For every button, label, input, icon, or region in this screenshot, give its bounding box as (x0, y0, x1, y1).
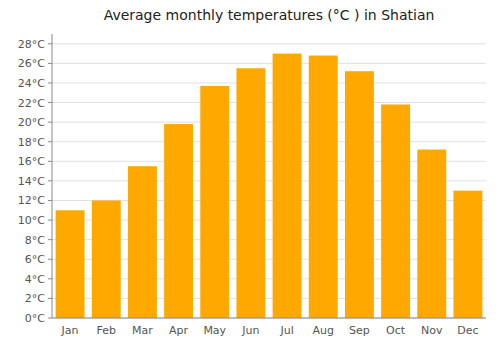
x-axis-line (52, 318, 486, 319)
bar (345, 71, 374, 318)
grid-line (52, 102, 486, 103)
grid-line (52, 43, 486, 44)
tick-label: 14°C (18, 175, 45, 188)
tick-label: Jan (61, 324, 79, 337)
tick-mark (48, 318, 52, 319)
tick-label: 22°C (18, 97, 45, 110)
y-axis-line (52, 34, 53, 318)
tick-label: Dec (457, 324, 478, 337)
grid-line (52, 141, 486, 142)
tick-label: Oct (386, 324, 406, 337)
tick-label: Sep (349, 324, 370, 337)
tick-label: 8°C (25, 234, 45, 247)
grid-line (52, 122, 486, 123)
y-axis: 0°C 2°C 4°C 6°C 8°C 10°C 12°C 14°C 16°C 18°C 20°C 2… (18, 38, 486, 325)
tick-mark (48, 239, 52, 240)
tick-mark (48, 161, 52, 162)
bar (381, 105, 410, 318)
bar (92, 200, 121, 318)
bars (56, 54, 483, 318)
bar (309, 56, 338, 318)
tick-mark (48, 141, 52, 142)
tick-mark (48, 43, 52, 44)
page: {"chart_data": {"type": "bar", "title": … (0, 0, 500, 350)
tick-label: Jul (279, 324, 293, 337)
tick-label: 20°C (18, 116, 45, 129)
tick-mark (48, 82, 52, 83)
grid-line (52, 63, 486, 64)
bar (417, 150, 446, 318)
tick-mark (48, 200, 52, 201)
bar (236, 68, 265, 318)
tick-label: Nov (421, 324, 443, 337)
tick-mark (48, 102, 52, 103)
tick-label: Feb (97, 324, 116, 337)
chart: Average monthly temperatures (°C ) in Sh… (0, 0, 500, 350)
tick-mark (48, 298, 52, 299)
tick-label: 0°C (25, 312, 45, 325)
tick-label: 26°C (18, 57, 45, 70)
bar (200, 86, 229, 318)
tick-label: Apr (169, 324, 189, 337)
grid-line (52, 82, 486, 83)
title: Average monthly temperatures (°C ) in Sh… (104, 7, 435, 23)
tick-label: 16°C (18, 155, 45, 168)
bar (273, 54, 302, 318)
tick-label: Mar (132, 324, 153, 337)
tick-label: 24°C (18, 77, 45, 90)
tick-mark (48, 122, 52, 123)
tick-label: Aug (313, 324, 334, 337)
tick-mark (48, 220, 52, 221)
tick-label: May (203, 324, 226, 337)
bar (56, 210, 85, 318)
grid-line (52, 318, 486, 319)
tick-label: 18°C (18, 136, 45, 149)
tick-mark (48, 278, 52, 279)
bar (128, 166, 157, 318)
tick-label: Jun (241, 324, 259, 337)
tick-label: 10°C (18, 214, 45, 227)
tick-label: 4°C (25, 273, 45, 286)
bar (164, 124, 193, 318)
bar (453, 191, 482, 318)
tick-mark (48, 259, 52, 260)
tick-label: 28°C (18, 38, 45, 51)
tick-mark (48, 180, 52, 181)
tick-label: 2°C (25, 292, 45, 305)
tick-label: 12°C (18, 194, 45, 207)
x-axis: Jan Feb Mar Apr May Jun Jul Aug Sep Oct Nov Dec (61, 324, 479, 337)
tick-label: 6°C (25, 253, 45, 266)
tick-mark (48, 63, 52, 64)
